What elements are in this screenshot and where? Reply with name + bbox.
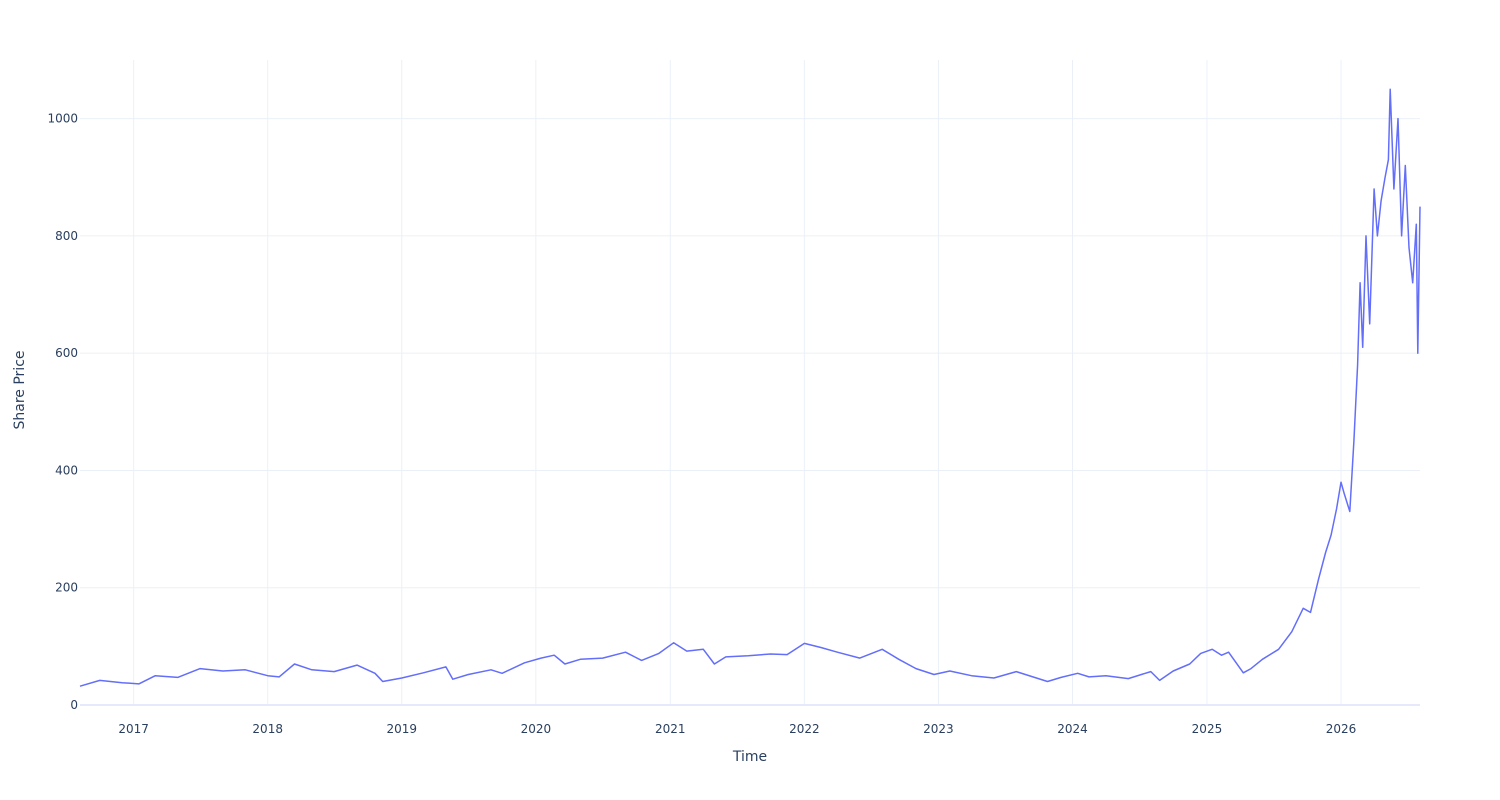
x-tick-label-2021: 2021: [655, 722, 686, 736]
x-tick-label-2026: 2026: [1326, 722, 1357, 736]
y-tick-label-0: 0: [70, 698, 78, 712]
y-tick-labels: 0 200 400 600 800 1000: [47, 112, 78, 712]
y-axis-title: Share Price: [12, 350, 28, 429]
share-price-line: [79, 88, 1421, 687]
x-tick-label-2023: 2023: [923, 722, 954, 736]
x-tick-label-2020: 2020: [521, 722, 552, 736]
plot-background: [80, 60, 1420, 705]
x-tick-label-2022: 2022: [789, 722, 820, 736]
x-tick-label-2024: 2024: [1057, 722, 1088, 736]
x-gridlines: [133, 60, 1342, 705]
y-tick-label-600: 600: [55, 346, 78, 360]
x-tick-label-2019: 2019: [387, 722, 418, 736]
y-gridlines: [80, 118, 1420, 589]
y-tick-label-800: 800: [55, 229, 78, 243]
x-tick-label-2017: 2017: [118, 722, 149, 736]
x-tick-label-2025: 2025: [1192, 722, 1223, 736]
x-tick-label-2018: 2018: [252, 722, 283, 736]
y-tick-label-400: 400: [55, 463, 78, 477]
x-tick-labels: 2017 2018 2019 2020 2021 2022 2023 2024 2025 2026: [118, 722, 1356, 736]
x-axis-title: Time: [732, 749, 767, 765]
y-tick-label-1000: 1000: [47, 112, 78, 126]
y-tick-label-200: 200: [55, 581, 78, 595]
